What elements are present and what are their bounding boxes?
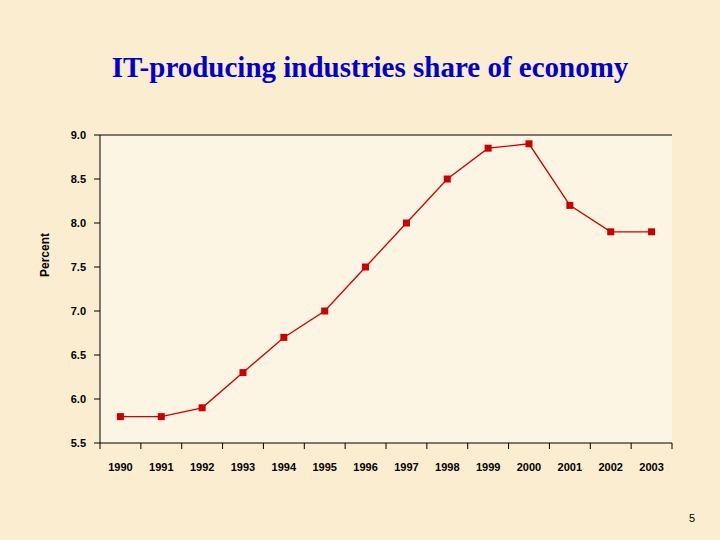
frame-top [100, 135, 672, 136]
marker [240, 369, 247, 376]
x-tick [181, 443, 182, 449]
marker [362, 264, 369, 271]
x-tick-label: 2001 [558, 461, 582, 473]
page-number: 5 [689, 512, 695, 524]
x-tick-label: 2000 [517, 461, 541, 473]
marker [526, 140, 533, 147]
x-tick-label: 1995 [312, 461, 336, 473]
marker [566, 202, 573, 209]
series [117, 140, 655, 420]
x-tick [304, 443, 305, 449]
x-tick-label: 2002 [598, 461, 622, 473]
marker [607, 228, 614, 235]
x-tick-label: 1991 [149, 461, 173, 473]
x-tick [549, 443, 550, 449]
x-tick-label: 1998 [435, 461, 459, 473]
y-tick-label: 8.5 [71, 173, 86, 185]
x-tick-label: 1990 [108, 461, 132, 473]
x-tick [508, 443, 509, 449]
plot-area [100, 135, 672, 443]
x-tick-label: 2003 [639, 461, 663, 473]
x-tick [263, 443, 264, 449]
x-tick-label: 1997 [394, 461, 418, 473]
x-tick [467, 443, 468, 449]
x-tick [386, 443, 387, 449]
x-tick [590, 443, 591, 449]
x-tick [140, 443, 141, 449]
y-tick-label: 7.0 [71, 305, 86, 317]
marker [485, 145, 492, 152]
x-tick [222, 443, 223, 449]
y-tick-label: 6.0 [71, 393, 86, 405]
y-tick [94, 311, 100, 312]
marker [648, 228, 655, 235]
marker [280, 334, 287, 341]
x-tick-label: 1992 [190, 461, 214, 473]
marker [321, 308, 328, 315]
marker [117, 413, 124, 420]
y-tick [94, 443, 100, 444]
marker [444, 176, 451, 183]
title: IT-producing industries share of economy [112, 51, 629, 83]
y-axis [100, 135, 101, 443]
y-tick-label: 8.0 [71, 217, 86, 229]
y-tick-label: 5.5 [71, 437, 86, 449]
x-tick-label: 1994 [272, 461, 297, 473]
y-tick [94, 135, 100, 136]
y-tick [94, 355, 100, 356]
x-tick [672, 443, 673, 449]
line [120, 144, 651, 417]
y-tick [94, 267, 100, 268]
x-tick-label: 1993 [231, 461, 255, 473]
x-tick [100, 443, 101, 449]
chart: IT-producing industries share of economy… [0, 0, 720, 540]
marker [403, 220, 410, 227]
x-tick [426, 443, 427, 449]
background [0, 0, 720, 540]
x-tick-label: 1999 [476, 461, 500, 473]
x-tick [345, 443, 346, 449]
y-tick [94, 179, 100, 180]
x-tick [631, 443, 632, 449]
y-tick [94, 399, 100, 400]
y-tick [94, 223, 100, 224]
marker [199, 404, 206, 411]
x-tick-label: 1996 [353, 461, 377, 473]
y-tick-label: 6.5 [71, 349, 86, 361]
y-axis-label: Percent [38, 233, 52, 277]
y-tick-label: 7.5 [71, 261, 86, 273]
marker [158, 413, 165, 420]
y-tick-label: 9.0 [71, 129, 86, 141]
